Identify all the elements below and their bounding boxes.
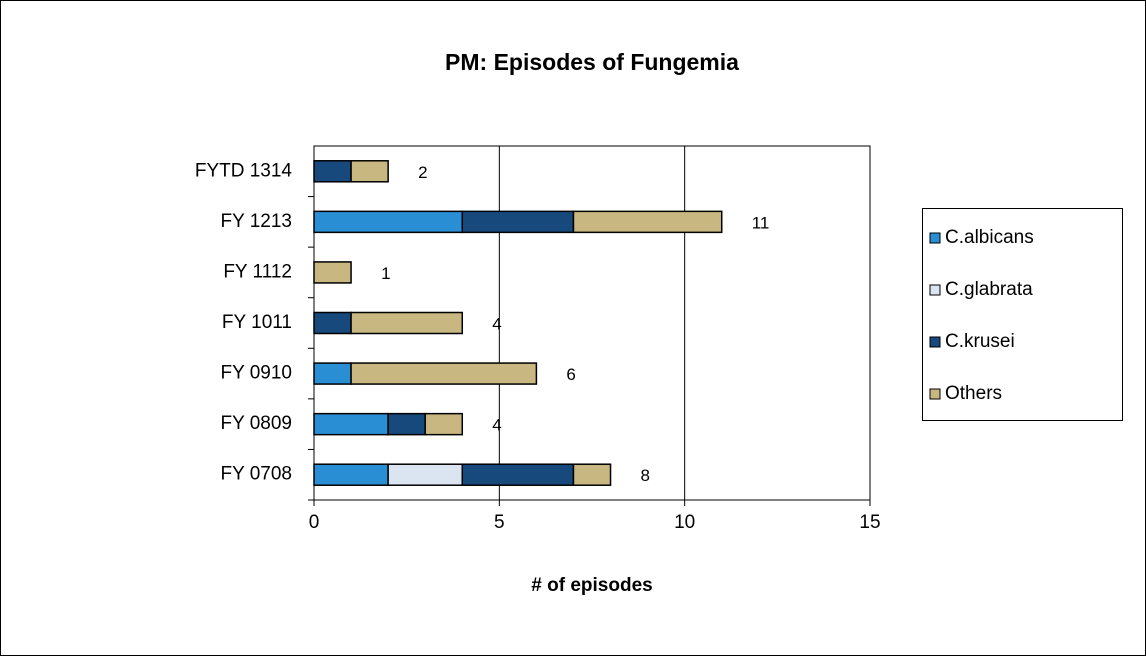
bar-segment xyxy=(387,412,426,436)
total-label: 8 xyxy=(641,466,650,485)
legend-swatch xyxy=(929,232,941,244)
total-label: 2 xyxy=(418,163,427,182)
bar-segment xyxy=(572,463,612,486)
total-label: 6 xyxy=(566,365,575,384)
bar-segment xyxy=(350,362,538,385)
legend-swatch xyxy=(929,388,941,400)
total-label: 4 xyxy=(492,416,501,435)
bar-segment xyxy=(313,412,389,436)
x-tick-label: 15 xyxy=(859,512,880,533)
bar-segment xyxy=(313,311,352,335)
y-tick-label: FY 1213 xyxy=(221,211,292,232)
x-tick-label: 0 xyxy=(309,512,320,533)
y-tick-label: FY 0809 xyxy=(221,413,292,434)
bar-segment xyxy=(572,210,723,234)
bar-segment xyxy=(461,210,575,234)
y-tick-label: FY 1112 xyxy=(223,261,292,282)
bar-segment xyxy=(387,463,464,486)
bar-segment xyxy=(313,261,352,284)
legend-label: C.glabrata xyxy=(945,279,1033,300)
x-tick-label: 5 xyxy=(494,512,505,533)
y-tick-label: FY 1011 xyxy=(222,312,292,333)
legend-label: C.albicans xyxy=(945,227,1034,248)
bar-segment xyxy=(313,160,352,183)
legend-label: Others xyxy=(945,383,1002,404)
bar-segment xyxy=(350,160,389,183)
y-tick-label: FY 0910 xyxy=(221,363,292,384)
legend-swatch xyxy=(929,336,941,348)
legend-box xyxy=(922,208,1123,421)
total-label: 1 xyxy=(381,264,390,283)
bar-segment xyxy=(424,412,464,436)
x-axis-label: # of episodes xyxy=(531,575,652,596)
y-tick-label: FYTD 1314 xyxy=(195,160,293,181)
bar-segment xyxy=(313,210,464,234)
total-label: 11 xyxy=(752,213,770,232)
total-label: 4 xyxy=(492,314,501,333)
y-tick-label: FY 0708 xyxy=(221,464,292,485)
legend-label: C.krusei xyxy=(945,331,1015,352)
bar-segment xyxy=(313,463,389,486)
bar-segment xyxy=(461,463,575,486)
bar-segment xyxy=(313,362,352,385)
bar-segment xyxy=(350,311,464,335)
x-tick-label: 10 xyxy=(674,512,695,533)
legend-swatch xyxy=(929,284,941,296)
chart-title: PM: Episodes of Fungemia xyxy=(445,49,739,75)
